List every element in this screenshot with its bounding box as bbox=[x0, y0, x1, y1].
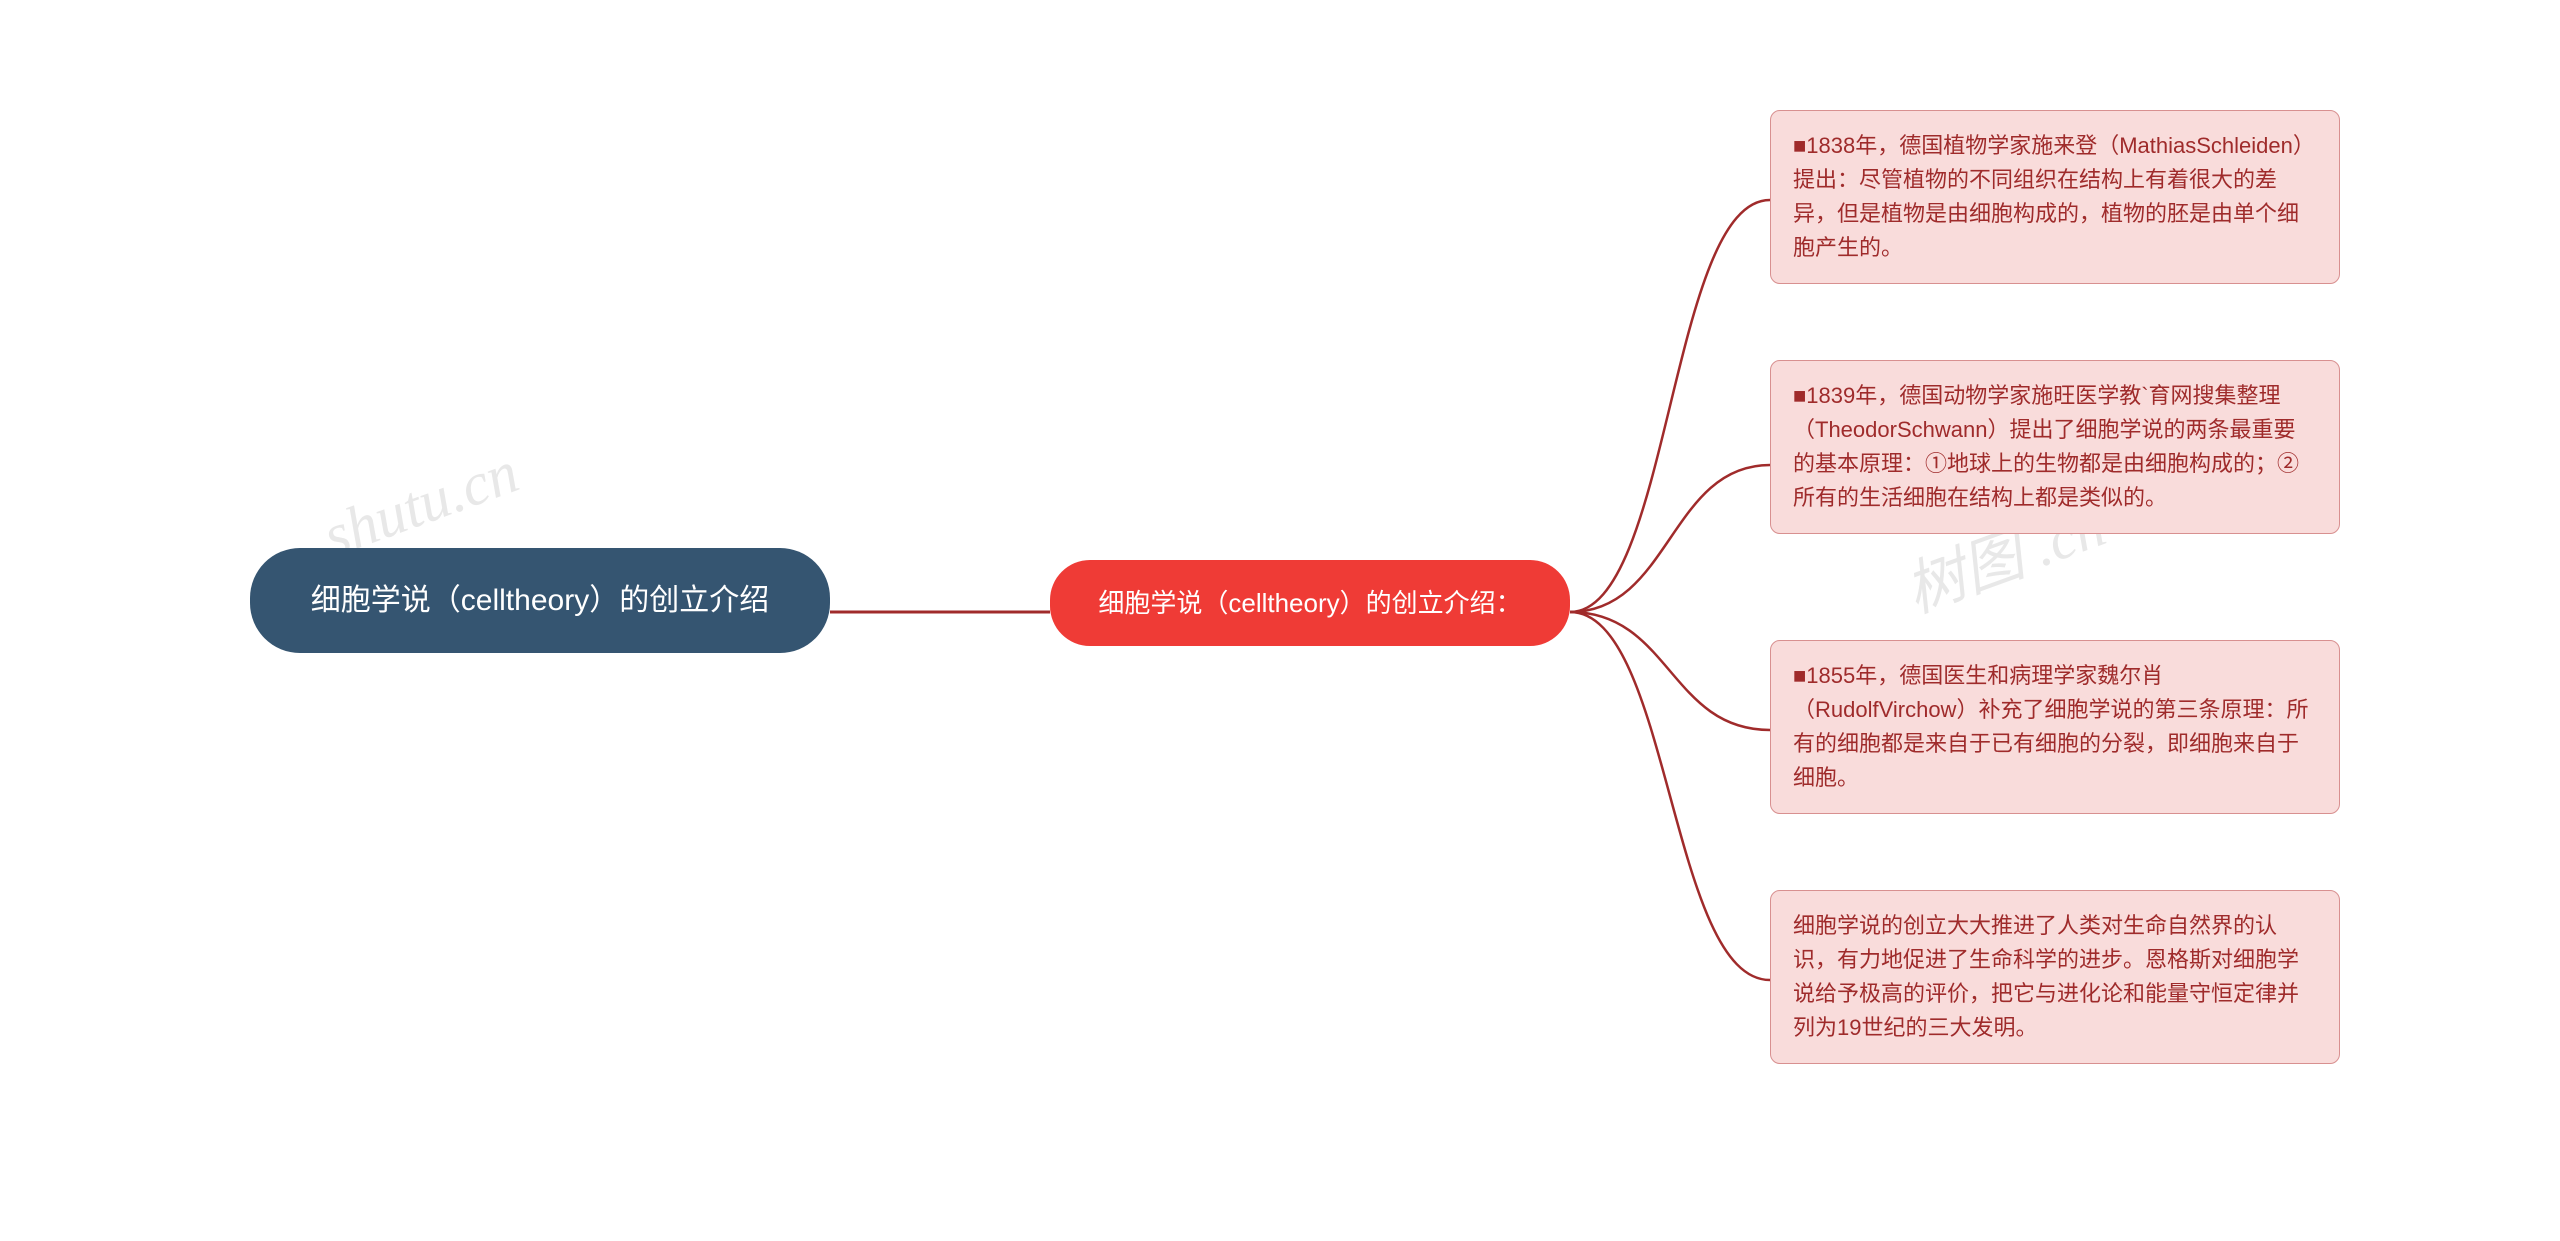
leaf-node-text: ■1838年，德国植物学家施来登（MathiasSchleiden）提出：尽管植… bbox=[1793, 129, 2317, 265]
leaf-node[interactable]: 细胞学说的创立大大推进了人类对生命自然界的认识，有力地促进了生命科学的进步。恩格… bbox=[1770, 890, 2340, 1064]
leaf-node[interactable]: ■1839年，德国动物学家施旺医学教`育网搜集整理（TheodorSchwann… bbox=[1770, 360, 2340, 534]
sub-node-text: 细胞学说（celltheory）的创立介绍： bbox=[1098, 585, 1521, 621]
mindmap-container: shutu.cn 树图 .cn 细胞学说（celltheory）的创立介绍 细胞… bbox=[0, 0, 2560, 1241]
leaf-node-text: 细胞学说的创立大大推进了人类对生命自然界的认识，有力地促进了生命科学的进步。恩格… bbox=[1793, 909, 2317, 1045]
root-node-text: 细胞学说（celltheory）的创立介绍 bbox=[311, 578, 769, 623]
sub-node[interactable]: 细胞学说（celltheory）的创立介绍： bbox=[1050, 560, 1570, 646]
leaf-node-text: ■1839年，德国动物学家施旺医学教`育网搜集整理（TheodorSchwann… bbox=[1793, 379, 2317, 515]
root-node[interactable]: 细胞学说（celltheory）的创立介绍 bbox=[250, 548, 830, 653]
leaf-node-text: ■1855年，德国医生和病理学家魏尔肖（RudolfVirchow）补充了细胞学… bbox=[1793, 659, 2317, 795]
leaf-node[interactable]: ■1838年，德国植物学家施来登（MathiasSchleiden）提出：尽管植… bbox=[1770, 110, 2340, 284]
leaf-node[interactable]: ■1855年，德国医生和病理学家魏尔肖（RudolfVirchow）补充了细胞学… bbox=[1770, 640, 2340, 814]
